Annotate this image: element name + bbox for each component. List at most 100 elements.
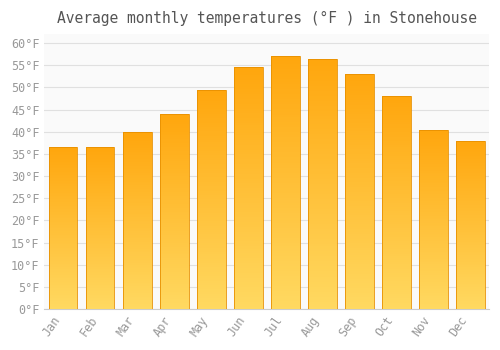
Bar (48, 290, 78, 291)
Bar (48, 220, 78, 222)
Bar (122, 249, 152, 251)
Bar (234, 106, 262, 108)
Bar (86, 191, 114, 193)
Bar (345, 149, 374, 152)
Bar (196, 153, 226, 155)
Bar (419, 144, 448, 146)
Bar (196, 195, 226, 197)
Bar (122, 286, 152, 288)
Bar (122, 237, 152, 238)
Bar (196, 289, 226, 292)
Bar (86, 277, 114, 278)
Bar (345, 222, 374, 224)
Bar (160, 237, 188, 239)
Bar (382, 228, 410, 230)
Bar (234, 237, 262, 239)
Bar (308, 196, 336, 199)
Bar (271, 301, 300, 304)
Bar (48, 183, 78, 184)
Bar (456, 206, 485, 208)
Bar (345, 170, 374, 173)
Bar (382, 241, 410, 243)
Bar (382, 100, 410, 103)
Bar (86, 296, 114, 298)
Bar (271, 307, 300, 309)
Bar (456, 162, 485, 164)
Bar (160, 223, 188, 225)
Bar (419, 262, 448, 264)
Bar (122, 206, 152, 208)
Bar (196, 171, 226, 173)
Bar (419, 176, 448, 178)
Bar (456, 262, 485, 264)
Bar (160, 194, 188, 196)
Bar (382, 239, 410, 241)
Bar (308, 159, 336, 161)
Bar (456, 242, 485, 243)
Bar (86, 173, 114, 175)
Bar (382, 258, 410, 260)
Bar (308, 237, 336, 239)
Bar (308, 66, 336, 69)
Bar (382, 141, 410, 143)
Bar (160, 198, 188, 200)
Bar (345, 154, 374, 156)
Bar (160, 184, 188, 186)
Bar (456, 235, 485, 237)
Bar (160, 289, 188, 292)
Bar (419, 264, 448, 266)
Bar (48, 277, 78, 278)
Bar (419, 284, 448, 286)
Bar (234, 302, 262, 304)
Bar (382, 226, 410, 228)
Bar (308, 104, 336, 106)
Bar (308, 146, 336, 149)
Bar (345, 105, 374, 107)
Bar (122, 245, 152, 247)
Bar (122, 182, 152, 183)
Bar (160, 161, 188, 163)
Bar (345, 297, 374, 300)
Bar (456, 228, 485, 230)
Bar (234, 75, 262, 77)
Bar (308, 272, 336, 274)
Bar (308, 264, 336, 266)
Bar (234, 145, 262, 147)
Bar (196, 191, 226, 193)
Bar (160, 139, 188, 141)
Bar (196, 265, 226, 267)
Bar (234, 97, 262, 99)
Bar (345, 95, 374, 98)
Bar (456, 275, 485, 277)
Bar (456, 203, 485, 205)
Bar (86, 298, 114, 299)
Bar (48, 218, 78, 220)
Bar (308, 116, 336, 119)
Bar (86, 159, 114, 160)
Bar (160, 153, 188, 155)
Bar (160, 239, 188, 241)
Bar (419, 243, 448, 244)
Bar (308, 281, 336, 284)
Bar (160, 254, 188, 257)
Bar (456, 243, 485, 245)
Bar (419, 239, 448, 241)
Bar (271, 299, 300, 301)
Bar (271, 82, 300, 84)
Bar (345, 246, 374, 248)
Bar (271, 84, 300, 87)
Bar (86, 218, 114, 220)
Bar (419, 221, 448, 223)
Bar (48, 154, 78, 155)
Bar (382, 175, 410, 177)
Bar (271, 117, 300, 120)
Bar (382, 196, 410, 198)
Bar (122, 155, 152, 157)
Bar (160, 116, 188, 118)
Bar (271, 64, 300, 66)
Bar (48, 280, 78, 281)
Bar (122, 288, 152, 289)
Bar (456, 195, 485, 196)
Bar (271, 120, 300, 122)
Bar (122, 302, 152, 304)
